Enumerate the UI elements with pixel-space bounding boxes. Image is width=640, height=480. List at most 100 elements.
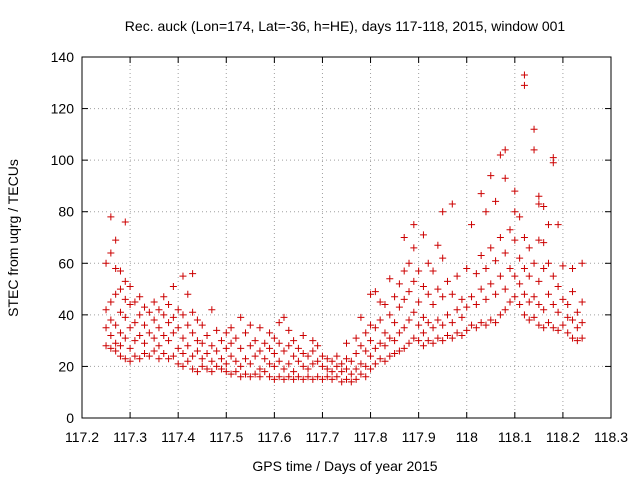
data-point — [540, 203, 548, 211]
data-point — [569, 288, 577, 296]
data-point — [424, 259, 432, 267]
data-point — [126, 357, 134, 365]
x-axis-label: GPS time / Days of year 2015 — [252, 458, 437, 474]
data-point — [511, 293, 519, 301]
data-point — [544, 290, 552, 298]
data-point — [141, 350, 149, 358]
data-point — [530, 125, 538, 133]
data-point — [285, 373, 293, 381]
data-point — [107, 298, 115, 306]
data-point — [189, 352, 197, 360]
data-point — [516, 301, 524, 309]
data-point — [477, 252, 485, 260]
data-point — [410, 308, 418, 316]
data-point — [573, 337, 581, 345]
data-point — [338, 360, 346, 368]
data-point — [261, 355, 269, 363]
data-point — [145, 352, 153, 360]
data-point — [525, 298, 533, 306]
data-point — [376, 316, 384, 324]
data-point — [347, 378, 355, 386]
data-point — [323, 365, 331, 373]
data-point — [564, 329, 572, 337]
data-point — [256, 365, 264, 373]
data-point — [343, 355, 350, 363]
data-point — [256, 324, 264, 332]
data-point — [578, 298, 586, 306]
data-point — [232, 368, 240, 376]
data-point — [482, 295, 490, 303]
data-point — [208, 368, 216, 376]
data-point — [424, 319, 432, 327]
data-point — [434, 241, 442, 249]
data-point — [107, 316, 115, 324]
data-point — [246, 373, 254, 381]
data-point — [569, 334, 577, 342]
data-point — [540, 264, 548, 272]
data-point — [155, 342, 163, 350]
data-point — [198, 321, 206, 329]
data-point — [405, 316, 413, 324]
data-point — [569, 316, 577, 324]
data-point — [487, 172, 495, 180]
data-point — [237, 362, 245, 370]
data-point — [381, 301, 389, 309]
data-point — [520, 311, 528, 319]
data-point — [169, 352, 177, 360]
data-point — [222, 360, 230, 368]
data-point — [150, 347, 158, 355]
data-point — [208, 342, 216, 350]
data-point — [193, 368, 201, 376]
data-point — [270, 334, 278, 342]
data-point — [559, 321, 567, 329]
data-point — [535, 301, 543, 309]
data-point — [424, 290, 432, 298]
data-point — [405, 339, 413, 347]
data-point — [323, 373, 331, 381]
data-point — [511, 236, 519, 244]
x-tick-label: 117.5 — [209, 429, 243, 445]
data-point — [102, 342, 110, 350]
data-point — [544, 319, 552, 327]
data-point — [400, 324, 408, 332]
data-point — [285, 342, 293, 350]
data-point — [217, 365, 225, 373]
data-point — [328, 375, 336, 383]
data-point — [448, 334, 456, 342]
data-point — [222, 344, 230, 352]
data-point — [367, 337, 375, 345]
data-point — [564, 313, 572, 321]
data-point — [434, 334, 442, 342]
data-point — [318, 352, 326, 360]
data-point — [511, 187, 519, 195]
data-point — [549, 154, 557, 162]
data-point — [367, 352, 375, 360]
data-point — [160, 331, 168, 339]
y-tick-label: 100 — [51, 152, 75, 168]
data-point — [448, 319, 456, 327]
x-tick-label: 117.6 — [257, 429, 291, 445]
data-point — [222, 368, 230, 376]
data-point — [237, 373, 245, 381]
data-point — [208, 357, 216, 365]
data-point — [347, 357, 355, 365]
data-point — [213, 362, 221, 370]
data-point — [482, 321, 490, 329]
data-point — [410, 334, 418, 342]
y-axis-label: STEC from uqrg / TECUs — [5, 159, 21, 317]
data-point — [141, 303, 149, 311]
data-point — [304, 373, 312, 381]
data-point — [136, 293, 144, 301]
data-point — [492, 319, 500, 327]
data-point — [112, 264, 120, 272]
data-point — [487, 316, 495, 324]
data-point — [338, 378, 346, 386]
data-point — [525, 244, 533, 252]
data-point — [357, 313, 365, 321]
data-point — [179, 334, 187, 342]
data-point — [540, 324, 548, 332]
data-point — [165, 355, 173, 363]
data-point — [371, 360, 379, 368]
data-point — [395, 303, 403, 311]
data-point — [443, 331, 451, 339]
